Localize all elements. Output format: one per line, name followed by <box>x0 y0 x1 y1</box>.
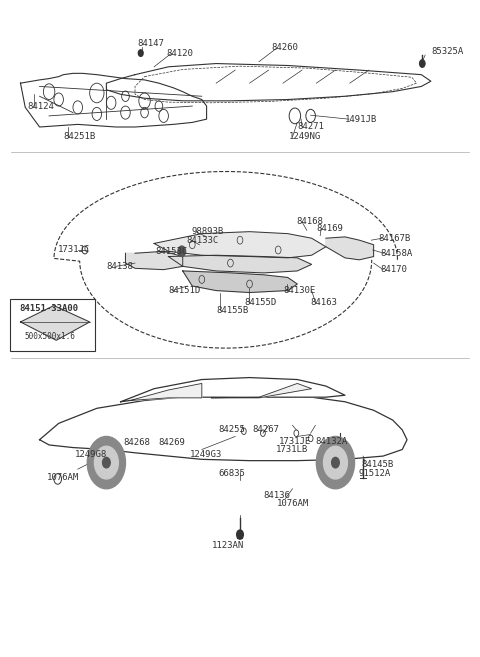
Circle shape <box>420 60 425 68</box>
Text: 84130E: 84130E <box>283 286 315 295</box>
Text: 1249NG: 1249NG <box>288 132 321 141</box>
Text: 84260: 84260 <box>271 43 298 52</box>
Text: 84267: 84267 <box>252 425 279 434</box>
Text: 84255: 84255 <box>218 425 245 434</box>
Polygon shape <box>107 64 431 101</box>
Circle shape <box>332 457 339 468</box>
Text: 84145B: 84145B <box>362 460 394 469</box>
Circle shape <box>103 457 110 468</box>
Text: 1731JC: 1731JC <box>58 246 90 254</box>
Polygon shape <box>54 171 397 348</box>
Text: 84170: 84170 <box>381 265 408 274</box>
Circle shape <box>316 436 355 489</box>
Polygon shape <box>125 251 183 269</box>
Circle shape <box>237 530 243 539</box>
Text: 1731LB: 1731LB <box>276 445 308 454</box>
Polygon shape <box>21 306 90 340</box>
Text: 1731JE: 1731JE <box>279 436 312 445</box>
Text: 1123AN: 1123AN <box>212 541 245 550</box>
Polygon shape <box>154 232 326 258</box>
Text: 84138: 84138 <box>107 262 133 271</box>
Text: 84169: 84169 <box>316 224 343 233</box>
Text: 91512A: 91512A <box>359 469 391 478</box>
Polygon shape <box>168 255 312 273</box>
Text: 84268: 84268 <box>123 438 150 447</box>
Text: 1249G8: 1249G8 <box>75 449 108 459</box>
Text: 84167B: 84167B <box>378 234 411 242</box>
Polygon shape <box>130 384 202 401</box>
Text: 84158A: 84158A <box>381 249 413 258</box>
Text: 85325A: 85325A <box>431 47 463 56</box>
Polygon shape <box>120 378 345 402</box>
Text: 84271: 84271 <box>297 122 324 131</box>
Text: 84269: 84269 <box>158 438 185 447</box>
Text: 84136: 84136 <box>263 491 290 500</box>
Circle shape <box>87 436 125 489</box>
Text: 84151D: 84151D <box>168 286 201 295</box>
Text: 84168: 84168 <box>296 217 323 227</box>
Text: 1249G3: 1249G3 <box>190 449 222 459</box>
Text: 84120: 84120 <box>166 49 193 58</box>
Text: 84163: 84163 <box>311 298 337 307</box>
Text: 1076AM: 1076AM <box>47 472 79 482</box>
Text: 1076AM: 1076AM <box>277 499 310 509</box>
Circle shape <box>324 446 348 479</box>
Polygon shape <box>211 384 312 398</box>
Polygon shape <box>326 237 373 260</box>
Text: 84124: 84124 <box>28 102 55 110</box>
Polygon shape <box>39 394 407 461</box>
Text: 84132A: 84132A <box>315 436 348 445</box>
Circle shape <box>95 446 118 479</box>
Text: 66835: 66835 <box>218 469 245 478</box>
Text: 84155D: 84155D <box>245 298 277 307</box>
Polygon shape <box>21 74 206 127</box>
Text: 84251B: 84251B <box>63 132 96 141</box>
Polygon shape <box>183 271 297 292</box>
Text: 84151-33A00: 84151-33A00 <box>20 304 79 313</box>
Text: 84155B: 84155B <box>216 306 248 315</box>
Text: 1491JB: 1491JB <box>345 115 377 124</box>
Text: 84153C: 84153C <box>155 248 187 256</box>
Text: 98893B: 98893B <box>192 227 224 236</box>
Text: 500x500x1.6: 500x500x1.6 <box>24 332 75 341</box>
Text: 84147: 84147 <box>137 39 164 49</box>
Circle shape <box>138 50 143 57</box>
Text: 84133C: 84133C <box>187 236 219 244</box>
FancyBboxPatch shape <box>10 299 96 351</box>
Circle shape <box>178 246 186 256</box>
